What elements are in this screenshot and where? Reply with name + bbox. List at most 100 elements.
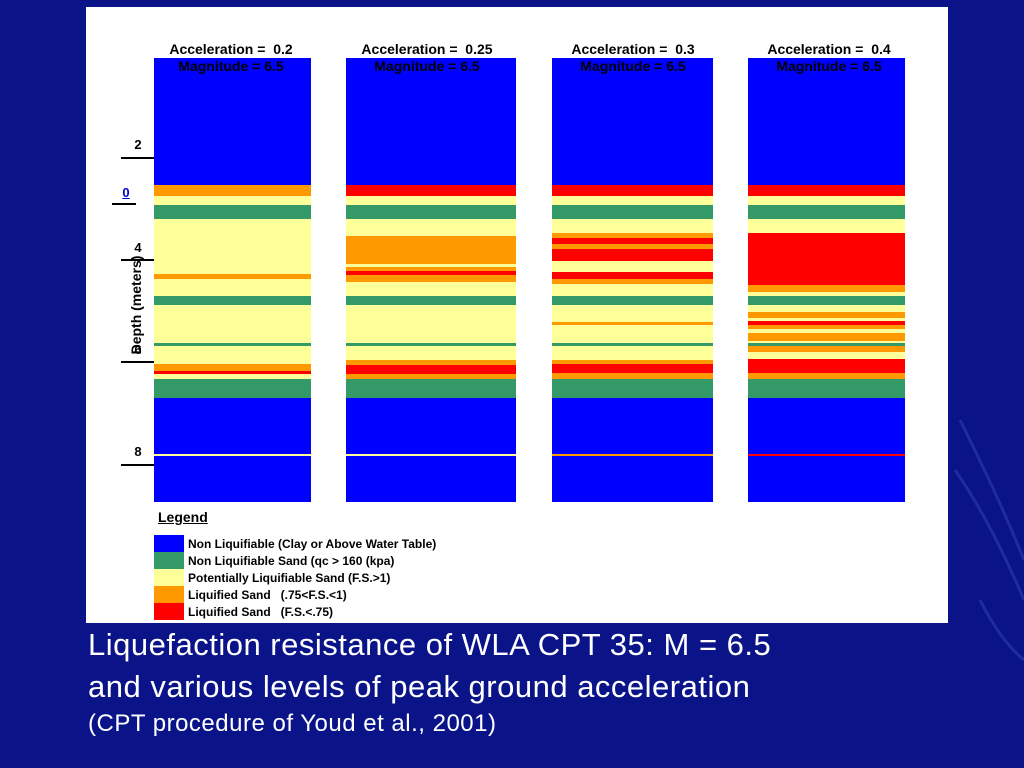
depth-column-4 bbox=[748, 58, 905, 502]
legend-item-potentially-liquifiable: Potentially Liquifiable Sand (F.S.>1) bbox=[154, 569, 390, 586]
soil-layer bbox=[346, 454, 516, 456]
column-title-2: Acceleration = 0.25 Magnitude = 6.5 bbox=[361, 41, 493, 74]
legend-swatch bbox=[154, 603, 184, 620]
soil-layer bbox=[154, 196, 311, 205]
soil-layer bbox=[552, 296, 713, 305]
soil-layer bbox=[748, 318, 905, 321]
soil-layer bbox=[748, 343, 905, 346]
depth-column-3 bbox=[552, 58, 713, 502]
soil-layer bbox=[552, 322, 713, 325]
soil-layer bbox=[748, 233, 905, 285]
soil-layer bbox=[552, 261, 713, 272]
soil-layer bbox=[154, 296, 311, 305]
soil-layer bbox=[748, 341, 905, 343]
soil-layer bbox=[552, 343, 713, 346]
soil-layer bbox=[346, 305, 516, 343]
caption-line-3: (CPT procedure of Youd et al., 2001) bbox=[88, 710, 497, 737]
soil-layer bbox=[552, 244, 713, 249]
soil-layer bbox=[748, 325, 905, 329]
legend-label: Potentially Liquifiable Sand (F.S.>1) bbox=[188, 570, 391, 585]
soil-layer bbox=[154, 379, 311, 398]
soil-layer bbox=[748, 312, 905, 318]
soil-layer bbox=[552, 346, 713, 360]
soil-layer bbox=[346, 346, 516, 360]
soil-layer bbox=[748, 359, 905, 373]
soil-layer bbox=[748, 352, 905, 359]
legend-swatch bbox=[154, 552, 184, 569]
soil-layer bbox=[154, 274, 311, 279]
soil-layer bbox=[552, 325, 713, 343]
legend-label: Liquified Sand (F.S.<.75) bbox=[188, 604, 334, 619]
soil-layer bbox=[552, 360, 713, 364]
caption-line-1: Liquefaction resistance of WLA CPT 35: M… bbox=[88, 627, 772, 662]
legend-item-non-liquifiable-clay: Non Liquifiable (Clay or Above Water Tab… bbox=[154, 535, 436, 552]
soil-layer bbox=[154, 398, 311, 502]
soil-layer bbox=[748, 379, 905, 398]
soil-layer bbox=[346, 196, 516, 205]
legend-item-liquified-moderate: Liquified Sand (.75<F.S.<1) bbox=[154, 586, 347, 603]
soil-layer bbox=[154, 374, 311, 379]
soil-layer bbox=[748, 185, 905, 196]
soil-layer bbox=[154, 58, 311, 185]
soil-layer bbox=[552, 233, 713, 238]
soil-layer bbox=[552, 279, 713, 284]
soil-layer bbox=[552, 373, 713, 379]
soil-layer bbox=[346, 343, 516, 346]
tick-label-8: 8 bbox=[134, 444, 142, 459]
depth-profile-chart bbox=[112, 58, 905, 502]
soil-layer bbox=[748, 292, 905, 296]
soil-layer bbox=[748, 285, 905, 292]
soil-layer bbox=[346, 267, 516, 271]
figure-panel: Acceleration = 0.2 Magnitude = 6.5 Accele… bbox=[86, 7, 948, 623]
soil-layer bbox=[346, 185, 516, 196]
soil-layer bbox=[552, 272, 713, 279]
soil-layer bbox=[748, 296, 905, 305]
soil-layer bbox=[346, 219, 516, 236]
tick-label-4: 4 bbox=[134, 240, 142, 255]
soil-layer bbox=[748, 373, 905, 379]
soil-layer bbox=[748, 321, 905, 325]
soil-layer bbox=[346, 374, 516, 379]
soil-layer bbox=[748, 454, 905, 456]
soil-layer bbox=[154, 454, 311, 456]
soil-layer bbox=[346, 264, 516, 267]
soil-layer bbox=[552, 238, 713, 244]
soil-layer bbox=[154, 219, 311, 296]
soil-layer bbox=[346, 365, 516, 374]
legend-label: Non Liquifiable Sand (qc > 160 (kpa) bbox=[188, 553, 395, 568]
soil-layer bbox=[748, 305, 905, 312]
soil-layer bbox=[346, 398, 516, 502]
soil-layer bbox=[346, 271, 516, 275]
soil-layer bbox=[346, 236, 516, 264]
legend-swatch bbox=[154, 586, 184, 603]
soil-layer bbox=[154, 343, 311, 346]
depth-column-2 bbox=[346, 58, 516, 502]
legend-item-liquified-severe: Liquified Sand (F.S.<.75) bbox=[154, 603, 333, 620]
soil-layer bbox=[154, 364, 311, 371]
legend-item-non-liquifiable-sand: Non Liquifiable Sand (qc > 160 (kpa) bbox=[154, 552, 394, 569]
slide-caption: Liquefaction resistance of WLA CPT 35: M… bbox=[88, 624, 988, 740]
soil-layer bbox=[346, 282, 516, 296]
soil-layer bbox=[748, 346, 905, 352]
soil-layer bbox=[346, 275, 516, 282]
legend-swatch bbox=[154, 535, 184, 552]
soil-layer bbox=[552, 364, 713, 373]
soil-layer bbox=[154, 205, 311, 219]
soil-layer bbox=[552, 454, 713, 456]
soil-layer bbox=[748, 205, 905, 219]
column-title-4: Acceleration = 0.4 Magnitude = 6.5 bbox=[767, 41, 891, 74]
soil-layer bbox=[748, 219, 905, 233]
legend-title: Legend bbox=[158, 509, 208, 525]
soil-layer bbox=[346, 58, 516, 185]
tick-label-6: 6 bbox=[134, 342, 142, 357]
soil-layer bbox=[346, 205, 516, 219]
soil-layer bbox=[552, 284, 713, 296]
column-title-1: Acceleration = 0.2 Magnitude = 6.5 bbox=[169, 41, 293, 74]
soil-layer bbox=[346, 360, 516, 365]
soil-layer bbox=[748, 196, 905, 200]
tick-label-2: 2 bbox=[134, 137, 142, 152]
soil-layer bbox=[346, 379, 516, 398]
soil-layer bbox=[154, 371, 311, 374]
soil-layer bbox=[346, 296, 516, 305]
